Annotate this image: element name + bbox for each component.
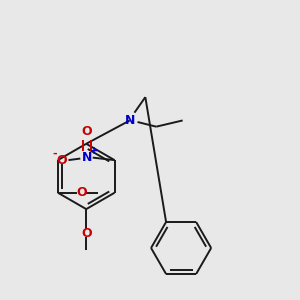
Text: +: +	[90, 146, 98, 156]
Text: O: O	[81, 227, 92, 240]
Text: N: N	[124, 114, 135, 127]
Text: O: O	[56, 154, 67, 166]
Text: -: -	[52, 148, 57, 158]
Text: O: O	[82, 125, 92, 138]
Text: N: N	[82, 151, 92, 164]
Text: O: O	[76, 186, 87, 199]
